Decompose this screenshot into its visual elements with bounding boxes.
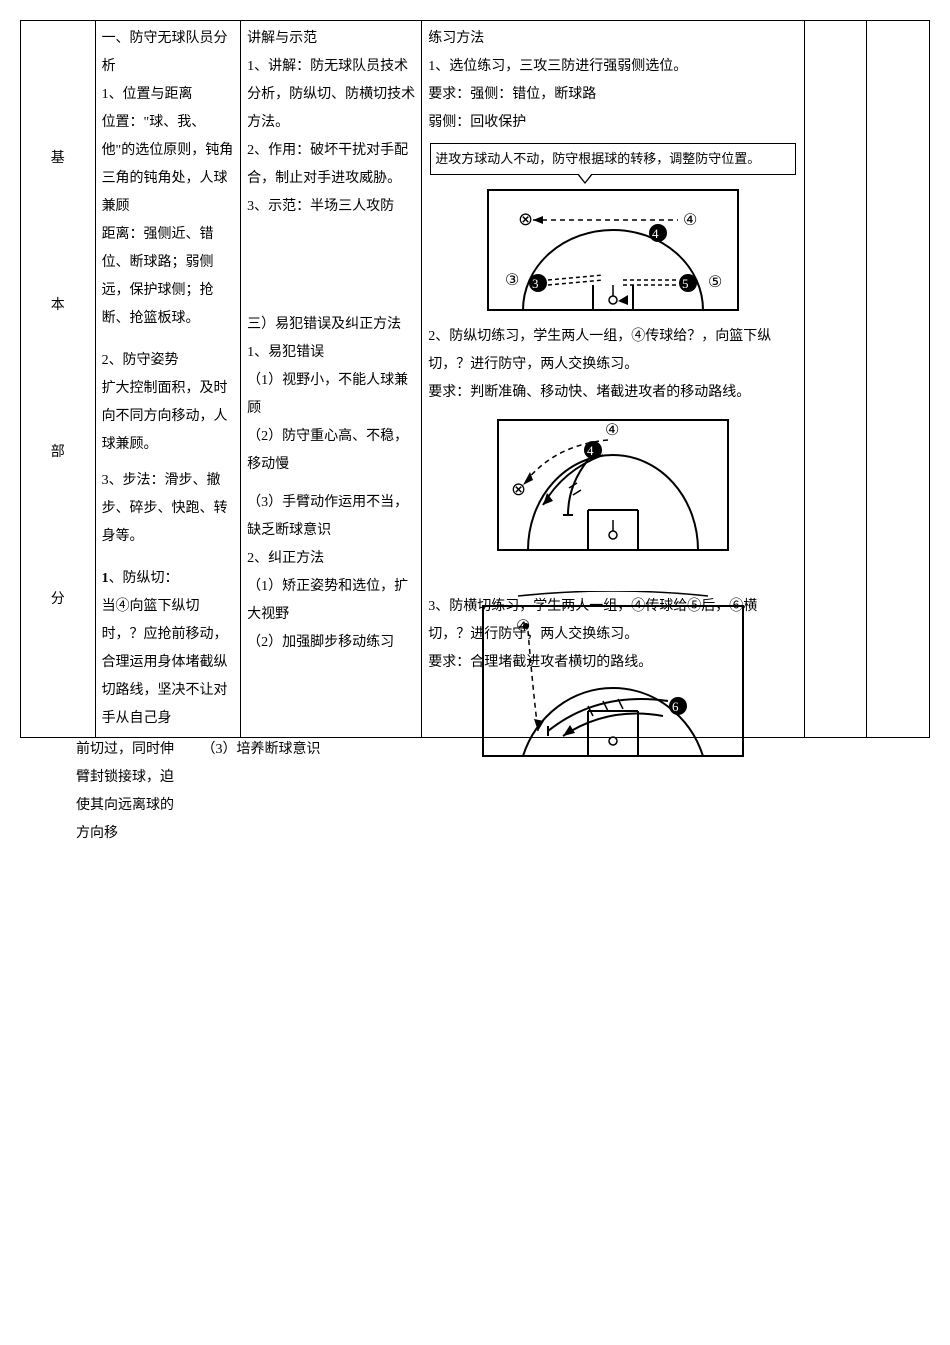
- col2-p3: 3、示范：半场三人攻防: [247, 193, 415, 221]
- diag1-n4: ④: [683, 212, 697, 229]
- diag1-n3: ③: [505, 272, 519, 289]
- section-label-cell: 基 本 部 分: [21, 21, 96, 738]
- diag1-n5: ⑤: [708, 274, 722, 291]
- empty-cell-2: [867, 21, 930, 738]
- col1-s1-p1: 位置："球、我、他"的选位原则，钝角三角的钝角处，人球兼顾: [102, 109, 235, 221]
- svg-text:5: 5: [682, 276, 689, 291]
- col3-p1-1: 1、选位练习，三攻三防进行强弱侧选位。: [428, 53, 797, 81]
- col2-e1-2: （2）防守重心高、不稳，移动慢: [247, 423, 415, 479]
- callout-box: 进攻方球动人不动，防守根据球的转移，调整防守位置。: [430, 143, 795, 175]
- col1-s4-title-bold: 1: [102, 571, 109, 586]
- svg-text:4: 4: [587, 443, 594, 458]
- col3-p2-2: 要求：判断准确、移动快、堵截进攻者的移动路线。: [428, 379, 797, 407]
- col2-h2: 三）易犯错误及纠正方法: [247, 311, 415, 339]
- svg-text:4: 4: [652, 226, 659, 241]
- col2-e1-3: （3）手臂动作运用不当，缺乏断球意识: [247, 489, 415, 545]
- col1-s4-p1: 当④向篮下纵切时，？应抢前移动，合理运用身体堵截纵切路线，坚决不让对手从自己身: [102, 593, 235, 733]
- col1-s4-title: 、防纵切：: [109, 571, 179, 586]
- col3-heading: 练习方法: [428, 25, 797, 53]
- page-container: 基 本 部 分 一、防守无球队员分析 1、位置与距离 位置："球、我、他"的选位…: [20, 20, 930, 850]
- empty-cell-1: [804, 21, 867, 738]
- col1-s1-p2: 距离：强侧近、错位、断球路；弱侧远，保护球侧；抢断、抢篮板球。: [102, 221, 235, 333]
- svg-text:6: 6: [672, 699, 679, 714]
- col2-e2-2: （2）加强脚步移动练习: [247, 629, 415, 657]
- col3-p3-2: 要求：合理堵截进攻者横切的路线。: [428, 649, 797, 677]
- diagram-2: ④ 4 ⊗: [428, 415, 797, 555]
- overflow-c2-p1: （3）培养断球意识: [202, 736, 382, 764]
- col2-e2-1: （1）矫正姿势和选位，扩大视野: [247, 573, 415, 629]
- col1-s3-title: 3、步法：滑步、撤步、碎步、快跑、转身等。: [102, 467, 235, 551]
- col2-e2: 2、纠正方法: [247, 545, 415, 573]
- col1-s2-p1: 扩大控制面积，及时向不同方向移动，人球兼顾。: [102, 375, 235, 459]
- col2-e1: 1、易犯错误: [247, 339, 415, 367]
- col3-p2-1: 2、防纵切练习，学生两人一组，④传球给？，向篮下纵切，？进行防守，两人交换练习。: [428, 323, 797, 379]
- col1-heading: 一、防守无球队员分析: [102, 25, 235, 81]
- col3-p1-2: 要求：强侧：错位，断球路: [428, 81, 797, 109]
- diag2-n4: ④: [605, 422, 619, 439]
- col3-p1-3: 弱侧：回收保护: [428, 109, 797, 137]
- diag2-x-icon: ⊗: [511, 479, 526, 499]
- col3-p3-1: 3、防横切练习，学生两人一组，④传球给⑤后，⑥横切，？进行防守，两人交换练习。: [428, 593, 797, 649]
- col1-s1-title: 1、位置与距离: [102, 81, 235, 109]
- overflow-col1: 前切过，同时伸臂封锁接球，迫使其向远离球的方向移: [76, 736, 186, 848]
- practice-cell: 练习方法 1、选位练习，三攻三防进行强弱侧选位。 要求：强侧：错位，断球路 弱侧…: [422, 21, 804, 738]
- lesson-table: 基 本 部 分 一、防守无球队员分析 1、位置与距离 位置："球、我、他"的选位…: [20, 20, 930, 738]
- col2-e1-1: （1）视野小，不能人球兼顾: [247, 367, 415, 423]
- col2-p1: 1、讲解：防无球队员技术分析，防纵切、防横切技术方法。: [247, 53, 415, 137]
- col2-heading: 讲解与示范: [247, 25, 415, 53]
- diagram-1: ⊗ ④ 4 ③ 3 5 ⑤: [428, 185, 797, 315]
- callout-text: 进攻方球动人不动，防守根据球的转移，调整防守位置。: [435, 151, 760, 166]
- analysis-cell: 一、防守无球队员分析 1、位置与距离 位置："球、我、他"的选位原则，钝角三角的…: [95, 21, 241, 738]
- diag1-x-icon: ⊗: [518, 209, 533, 229]
- col1-s2-title: 2、防守姿势: [102, 347, 235, 375]
- overflow-col2: （3）培养断球意识: [190, 736, 382, 764]
- svg-text:3: 3: [532, 276, 539, 291]
- section-label: 基 本 部 分: [51, 151, 65, 607]
- overflow-text-block: 前切过，同时伸臂封锁接球，迫使其向远离球的方向移 （3）培养断球意识: [20, 736, 556, 848]
- explain-cell: 讲解与示范 1、讲解：防无球队员技术分析，防纵切、防横切技术方法。 2、作用：破…: [241, 21, 422, 738]
- overflow-c1-p1: 前切过，同时伸臂封锁接球，迫使其向远离球的方向移: [76, 736, 186, 848]
- col2-p2: 2、作用：破坏干扰对手配合，制止对手进攻威胁。: [247, 137, 415, 193]
